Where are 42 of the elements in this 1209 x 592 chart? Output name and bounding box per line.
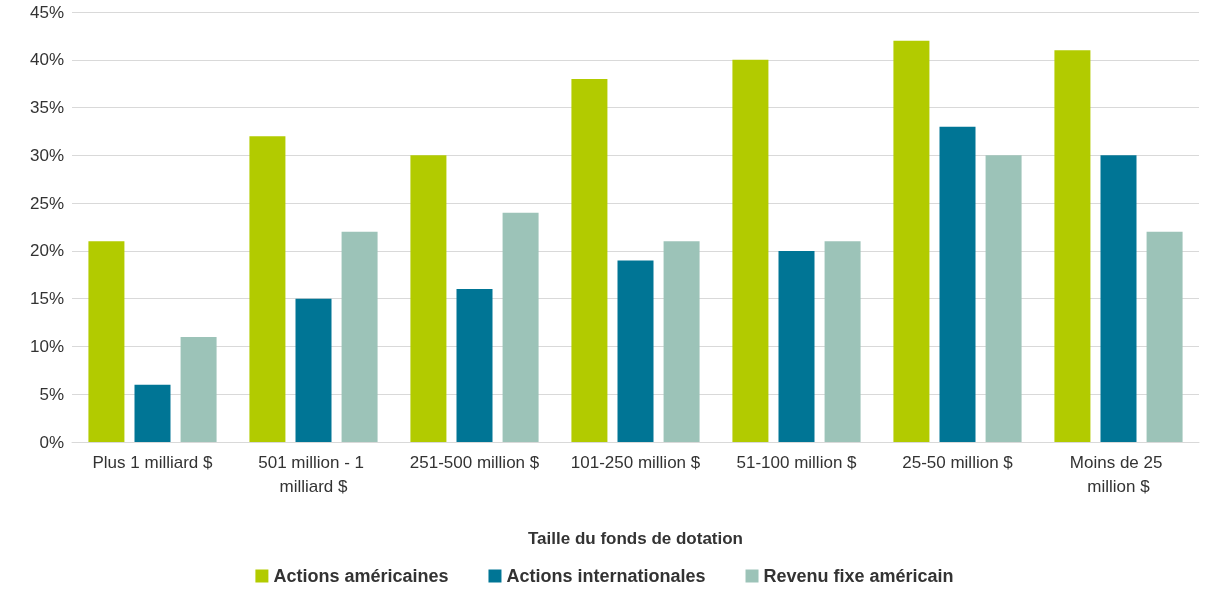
bar xyxy=(571,78,608,442)
y-tick-label: 5% xyxy=(39,384,64,404)
bar xyxy=(456,289,493,442)
x-axis-title: Taille du fonds de dotation xyxy=(527,529,744,548)
bar xyxy=(88,241,125,442)
legend-label: Actions internationales xyxy=(506,566,706,586)
y-tick-label: 10% xyxy=(29,336,64,356)
x-tick-label: 501 million - 1 milliard $ xyxy=(258,452,369,496)
x-tick-label: Moins de 25 million $ xyxy=(1069,452,1168,496)
legend-label: Revenu fixe américain xyxy=(763,566,954,586)
bar xyxy=(1054,50,1091,442)
legend-label: Actions américaines xyxy=(273,566,449,586)
bar xyxy=(732,59,769,442)
y-tick-label: 0% xyxy=(39,432,64,452)
y-tick-label: 15% xyxy=(29,289,64,309)
bar xyxy=(985,155,1022,442)
x-tick-label: 101-250 million $ xyxy=(570,452,701,472)
bar xyxy=(663,241,700,442)
y-tick-label: 45% xyxy=(29,2,64,22)
bar xyxy=(778,250,815,442)
bar xyxy=(1100,155,1137,442)
bar xyxy=(824,241,861,442)
bar xyxy=(341,231,378,442)
bar xyxy=(180,336,217,442)
bar xyxy=(939,126,976,442)
y-tick-label: 40% xyxy=(29,50,64,70)
bar xyxy=(893,40,930,442)
bar xyxy=(502,212,539,442)
bar xyxy=(134,384,171,442)
bar xyxy=(1146,231,1183,442)
bar xyxy=(249,136,286,442)
x-tick-label: 51-100 million $ xyxy=(736,452,858,472)
x-tick-label: Plus 1 milliard $ xyxy=(92,452,214,472)
y-tick-label: 20% xyxy=(29,241,64,261)
y-tick-label: 35% xyxy=(29,98,64,118)
bar xyxy=(617,260,654,442)
bar xyxy=(410,155,447,442)
y-tick-label: 25% xyxy=(29,193,64,213)
y-tick-label: 30% xyxy=(29,145,64,165)
x-tick-label: 25-50 million $ xyxy=(902,452,1014,472)
bar xyxy=(295,298,332,442)
x-tick-label: 251-500 million $ xyxy=(409,452,540,472)
